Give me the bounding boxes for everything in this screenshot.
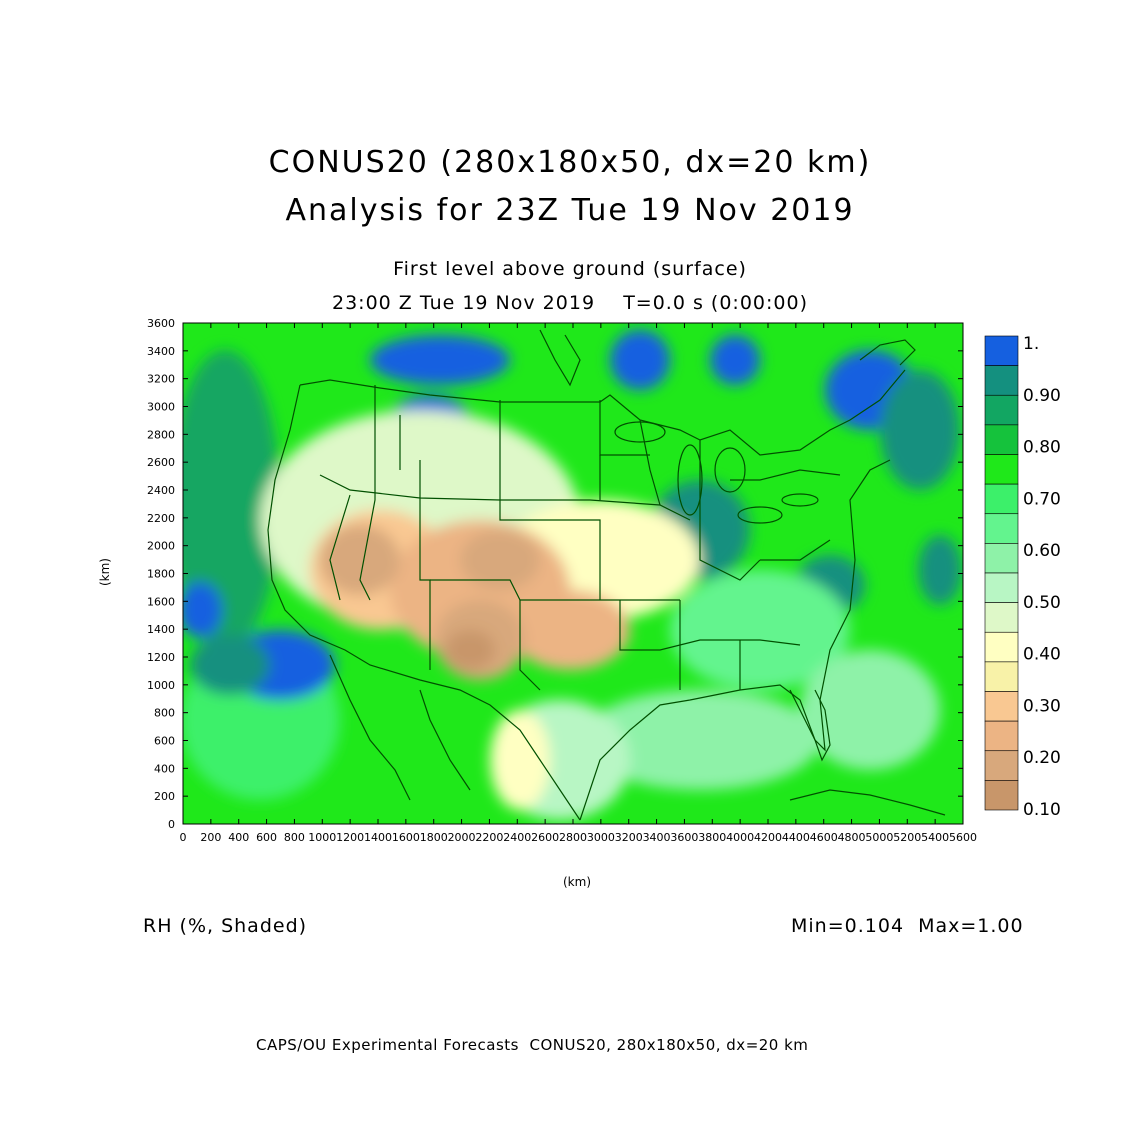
- x-tick-label: 4400: [782, 831, 810, 844]
- y-axis-ticks: 0 200 400 600 800 1000 1200 1400 1600 1800 2000 220…: [147, 317, 963, 831]
- x-tick-label: 4000: [726, 831, 754, 844]
- variable-label: RH (%, Shaded): [143, 915, 308, 937]
- colorbar-swatch: [984, 631, 1019, 663]
- x-tick-label: 2200: [475, 831, 503, 844]
- colorbar-swatch: [984, 661, 1019, 692]
- x-axis-label: (km): [563, 875, 592, 889]
- x-tick-label: 1000: [308, 831, 336, 844]
- x-tick-label: 5200: [893, 831, 921, 844]
- x-tick-label: 3200: [615, 831, 643, 844]
- x-tick-label: 5000: [865, 831, 893, 844]
- x-tick-label: 3000: [587, 831, 615, 844]
- y-tick-label: 1200: [147, 651, 175, 664]
- time-label: 23:00 Z Tue 19 Nov 2019 T=0.0 s (0:00:00…: [332, 292, 808, 314]
- y-tick-label: 3000: [147, 401, 175, 414]
- x-tick-label: 3800: [698, 831, 726, 844]
- y-tick-label: 800: [154, 707, 175, 720]
- title-line1: CONUS20 (280x180x50, dx=20 km): [268, 145, 872, 180]
- y-tick-label: 3600: [147, 317, 175, 330]
- y-tick-label: 1800: [147, 568, 175, 581]
- x-tick-label: 1800: [420, 831, 448, 844]
- y-tick-label: 0: [168, 818, 175, 831]
- colorbar-swatch: [984, 424, 1019, 455]
- y-tick-label: 200: [154, 790, 175, 803]
- colorbar-label: 0.80: [1023, 438, 1061, 458]
- colorbar-swatch: [984, 335, 1019, 366]
- colorbar-swatch: [984, 720, 1019, 752]
- y-tick-label: 2600: [147, 456, 175, 469]
- colorbar-swatch: [984, 454, 1019, 485]
- y-tick-label: 2000: [147, 540, 175, 553]
- x-tick-label: 1200: [336, 831, 364, 844]
- x-tick-label: 2800: [559, 831, 587, 844]
- y-tick-label: 1600: [147, 595, 175, 608]
- level-label: First level above ground (surface): [393, 258, 747, 280]
- colorbar-label: 0.70: [1023, 489, 1061, 509]
- colorbar-swatch: [984, 365, 1019, 396]
- x-tick-label: 1400: [364, 831, 392, 844]
- colorbar-labels: 1. 0.90 0.80 0.70 0.60 0.50 0.40 0.30 0.20 0.10: [1023, 334, 1061, 820]
- colorbar-swatch: [984, 394, 1019, 426]
- y-tick-label: 2400: [147, 484, 175, 497]
- minmax-label: Min=0.104 Max=1.00: [791, 915, 1024, 937]
- x-tick-label: 1600: [392, 831, 420, 844]
- x-tick-label: 4800: [838, 831, 866, 844]
- x-tick-label: 5400: [921, 831, 949, 844]
- x-tick-label: 600: [256, 831, 277, 844]
- title-line2: Analysis for 23Z Tue 19 Nov 2019: [285, 193, 855, 228]
- y-tick-label: 2200: [147, 512, 175, 525]
- rh-shaded-field: [183, 323, 963, 824]
- colorbar-label: 0.20: [1023, 748, 1061, 768]
- colorbar-label: 1.: [1023, 334, 1039, 354]
- x-tick-label: 3600: [670, 831, 698, 844]
- colorbar-swatch: [984, 602, 1019, 633]
- colorbar-swatch: [984, 513, 1019, 544]
- x-tick-label: 0: [180, 831, 187, 844]
- x-tick-label: 4200: [754, 831, 782, 844]
- colorbar-label: 0.60: [1023, 541, 1061, 561]
- colorbar-label: 0.30: [1023, 696, 1061, 716]
- y-tick-label: 2800: [147, 428, 175, 441]
- x-tick-label: 4600: [810, 831, 838, 844]
- colorbar-swatch: [984, 691, 1019, 722]
- colorbar-label: 0.10: [1023, 800, 1061, 820]
- colorbar-label: 0.40: [1023, 645, 1061, 665]
- colorbar-swatch: [984, 780, 1019, 811]
- x-tick-label: 200: [200, 831, 221, 844]
- x-tick-label: 2000: [448, 831, 476, 844]
- x-tick-label: 2400: [503, 831, 531, 844]
- colorbar: [984, 335, 1019, 811]
- x-tick-label: 400: [228, 831, 249, 844]
- y-tick-label: 3200: [147, 373, 175, 386]
- y-tick-label: 400: [154, 762, 175, 775]
- x-tick-label: 5600: [949, 831, 977, 844]
- colorbar-swatch: [984, 750, 1019, 781]
- credit-label: CAPS/OU Experimental Forecasts CONUS20, …: [256, 1036, 809, 1054]
- colorbar-swatch: [984, 483, 1019, 515]
- colorbar-label: 0.50: [1023, 593, 1061, 613]
- state-boundaries: [267, 329, 946, 821]
- x-tick-label: 2600: [531, 831, 559, 844]
- x-tick-label: 3400: [643, 831, 671, 844]
- y-tick-label: 1400: [147, 623, 175, 636]
- y-tick-label: 1000: [147, 679, 175, 692]
- y-axis-label: (km): [98, 557, 113, 587]
- x-axis-ticks: 0 200 400 600 800 1000 1200 1400 1600 1800 2000 220…: [180, 323, 977, 844]
- y-tick-label: 3400: [147, 345, 175, 358]
- colorbar-label: 0.90: [1023, 386, 1061, 406]
- colorbar-swatch: [984, 543, 1019, 574]
- colorbar-swatch: [984, 572, 1019, 603]
- x-tick-label: 800: [284, 831, 305, 844]
- y-tick-label: 600: [154, 735, 175, 748]
